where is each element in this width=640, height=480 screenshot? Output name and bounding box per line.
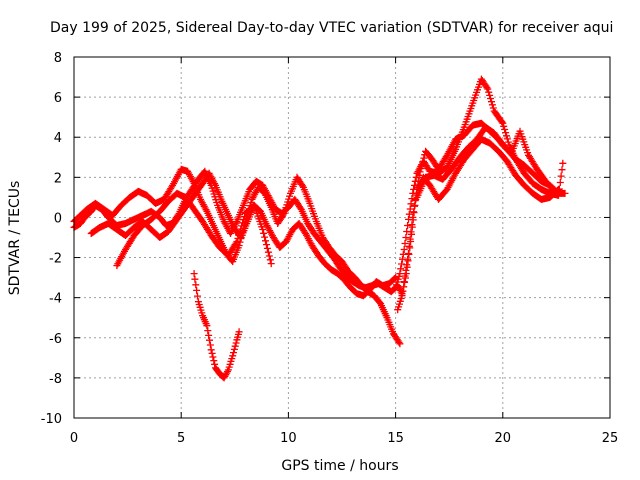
x-tick-label: 20 [495,431,512,446]
y-axis-label: SDTVAR / TECUs [7,181,23,296]
series-rise-2 [394,119,567,314]
grid [74,57,610,418]
x-tick-label: 15 [387,431,404,446]
y-tick-label: 4 [54,131,62,146]
chart-title: Day 199 of 2025, Sidereal Day-to-day VTE… [50,20,613,36]
y-tick-label: -4 [49,292,62,307]
x-tick-label: 5 [177,431,185,446]
y-tick-label: -6 [49,332,62,347]
x-axis-label: GPS time / hours [281,458,398,474]
x-tick-label: 0 [70,431,78,446]
x-tick-label: 10 [280,431,297,446]
y-tick-label: 2 [54,171,62,186]
y-tick-label: 8 [54,51,62,66]
series-rise-4 [413,123,558,201]
marker-path [190,270,243,382]
y-tick-label: 0 [54,211,62,226]
marker-path [87,169,400,300]
marker-path [113,189,275,270]
plot-frame [73,56,611,419]
marker-path [413,123,558,201]
y-tick-label: -10 [41,412,62,427]
y-tick-label: -2 [49,252,62,267]
y-tick-label: 6 [54,91,62,106]
series-dip [190,270,243,382]
series-track-4 [113,189,275,270]
x-tick-label: 25 [602,431,619,446]
series-track-3 [87,169,400,300]
marker-path [394,119,567,314]
data-points [70,75,569,382]
y-tick-label: -8 [49,372,62,387]
